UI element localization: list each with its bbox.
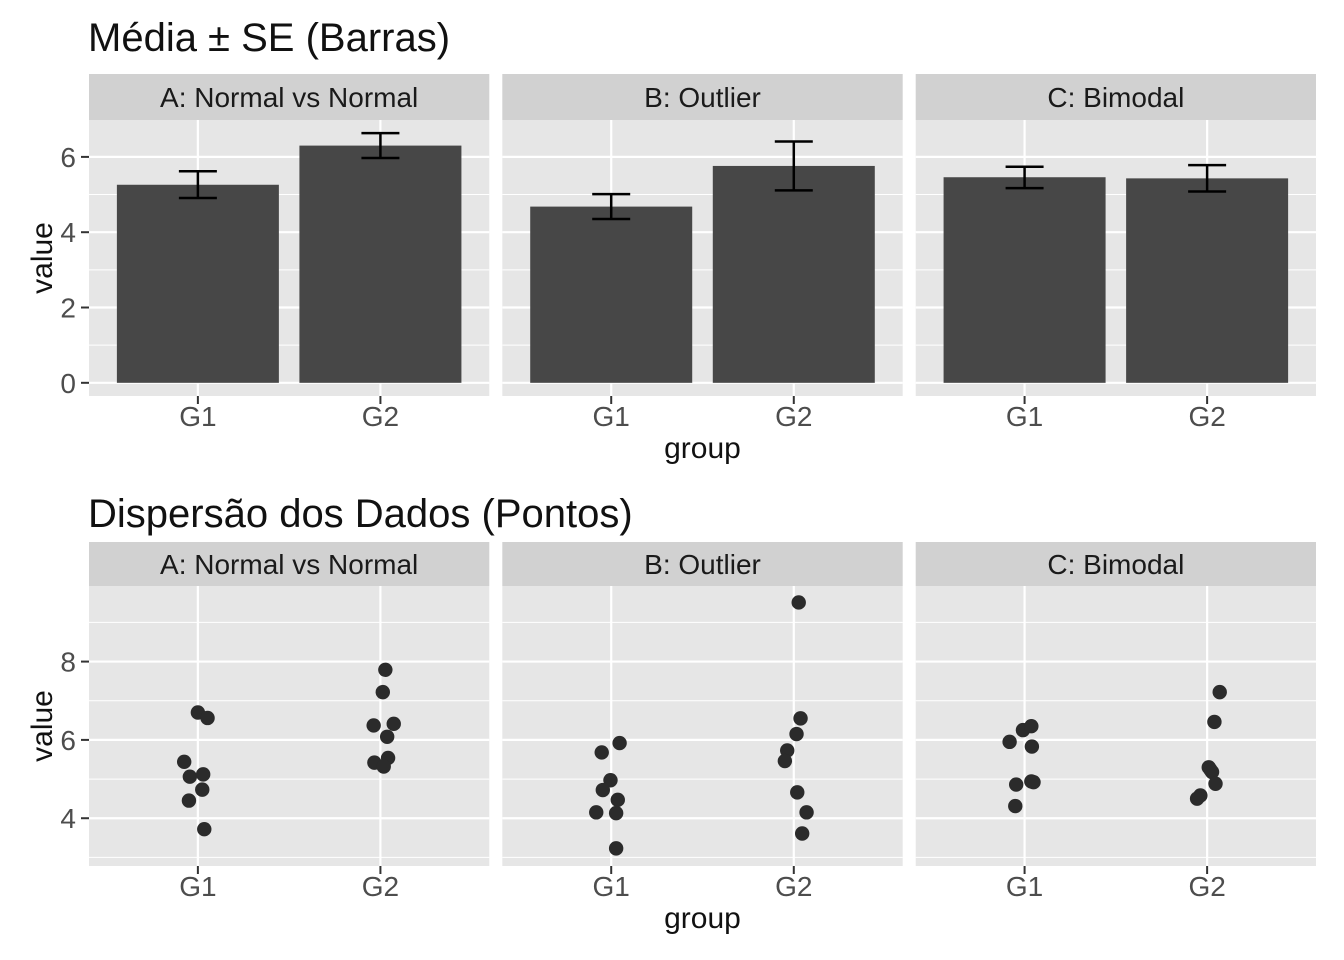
- data-point: [790, 785, 805, 800]
- y-axis-title: value: [26, 222, 59, 294]
- data-point: [799, 805, 814, 820]
- bar-g2: [712, 165, 875, 383]
- data-point: [366, 718, 381, 733]
- bar-chart-canvas: A: Normal vs Normal G1 G2 0 2 4 6 B: Outlier G1 G…: [26, 74, 1316, 465]
- data-point: [1008, 777, 1024, 792]
- data-point: [789, 726, 804, 742]
- facet-strip-label: A: Normal vs Normal: [160, 549, 418, 580]
- x-tick-label: G1: [593, 401, 630, 432]
- data-point: [595, 782, 611, 798]
- x-tick-label: G1: [1006, 401, 1043, 432]
- bar-chart-section: Média ± SE (Barras) A: Normal vs Normal G…: [0, 0, 1344, 470]
- bar-g1: [530, 206, 693, 383]
- data-point: [379, 729, 395, 744]
- x-tick-label: G2: [1188, 871, 1225, 902]
- data-point: [182, 769, 198, 784]
- scatter-chart-section: Dispersão dos Dados (Pontos) A: Normal v…: [0, 470, 1344, 960]
- y-axis-title: value: [26, 690, 59, 762]
- facet-strip: [89, 542, 490, 586]
- facet-panel: [502, 586, 903, 866]
- x-axis-title: group: [664, 432, 741, 465]
- data-point: [610, 792, 625, 808]
- facet-strip: [502, 74, 903, 120]
- data-point: [794, 826, 810, 841]
- data-point: [1008, 798, 1023, 814]
- data-point: [608, 805, 624, 821]
- x-tick-label: G1: [593, 871, 630, 902]
- y-tick-label: 4: [60, 217, 76, 248]
- y-tick-label: 2: [60, 293, 76, 324]
- data-point: [603, 773, 618, 788]
- y-tick-label: 4: [60, 803, 76, 834]
- data-point: [1002, 734, 1017, 750]
- data-point: [378, 662, 393, 678]
- x-tick-label: G1: [179, 871, 216, 902]
- x-tick-label: G2: [775, 871, 812, 902]
- y-tick-label: 6: [60, 142, 76, 173]
- x-tick-label: G2: [775, 401, 812, 432]
- data-point: [1026, 774, 1041, 790]
- data-point: [176, 754, 192, 770]
- bar-chart-title: Média ± SE (Barras): [88, 16, 451, 60]
- x-tick-label: G2: [1188, 401, 1225, 432]
- bar-g2: [299, 145, 462, 383]
- y-tick-label: 6: [60, 725, 76, 756]
- data-point: [195, 782, 210, 797]
- data-point: [1024, 739, 1040, 754]
- facet-strip-label: C: Bimodal: [1047, 82, 1184, 113]
- x-tick-label: G1: [179, 401, 216, 432]
- facet-strip: [915, 542, 1316, 586]
- scatter-chart-title: Dispersão dos Dados (Pontos): [88, 492, 633, 536]
- facet-strip-label: B: Outlier: [644, 82, 761, 113]
- data-point: [793, 711, 808, 726]
- x-tick-label: G2: [362, 401, 399, 432]
- x-axis-title: group: [664, 902, 741, 935]
- facet-panel: [89, 586, 490, 866]
- data-point: [375, 684, 390, 700]
- facet-panel: [915, 586, 1316, 866]
- bar-g1: [943, 177, 1106, 383]
- data-point: [612, 735, 627, 751]
- y-tick-label: 0: [60, 368, 76, 399]
- data-point: [1208, 776, 1223, 791]
- facet-strip: [89, 74, 490, 120]
- data-point: [1189, 791, 1205, 806]
- data-point: [181, 793, 197, 808]
- facet-strip-label: C: Bimodal: [1047, 549, 1184, 580]
- bar-g2: [1126, 178, 1289, 383]
- facet-strip: [502, 542, 903, 586]
- data-point: [197, 821, 212, 837]
- data-point: [376, 759, 391, 774]
- data-point: [1207, 714, 1222, 730]
- facet-strip-label: A: Normal vs Normal: [160, 82, 418, 113]
- y-tick-label: 8: [60, 647, 76, 678]
- data-point: [200, 710, 215, 726]
- data-point: [594, 745, 609, 760]
- x-tick-label: G2: [362, 871, 399, 902]
- bar-g1: [116, 184, 279, 383]
- facet-strip: [915, 74, 1316, 120]
- data-point: [1024, 718, 1039, 734]
- data-point: [589, 805, 604, 820]
- facet-strip-label: B: Outlier: [644, 549, 761, 580]
- data-point: [777, 753, 793, 769]
- data-point: [1212, 684, 1227, 700]
- scatter-chart-canvas: A: Normal vs Normal G1 G2 4 6 8 B: Outlier G1 G2…: [26, 542, 1316, 935]
- x-tick-label: G1: [1006, 871, 1043, 902]
- data-point: [195, 767, 211, 782]
- data-point: [791, 595, 806, 610]
- data-point: [386, 716, 401, 732]
- data-point: [608, 841, 624, 856]
- data-point: [1204, 764, 1220, 780]
